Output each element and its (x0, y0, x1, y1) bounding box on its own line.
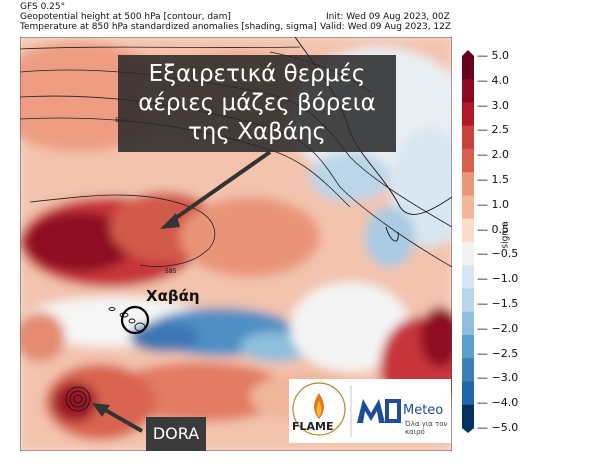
colorbar-tick-label: — −1.0 (477, 272, 519, 286)
colorbar (462, 50, 474, 433)
colorbar-segment (462, 265, 474, 289)
colorbar-segment (462, 358, 474, 382)
colorbar-tick-label: — −4.0 (477, 396, 519, 410)
colorbar-segment (462, 102, 474, 127)
colorbar-segment (462, 311, 474, 336)
colorbar-segment (462, 335, 474, 359)
colorbar-tick-label: — −1.5 (477, 297, 519, 310)
colorbar-segment (462, 288, 474, 313)
meteo-logo-icon (357, 399, 401, 423)
colorbar-segment (462, 79, 474, 103)
meteo-logo-text: Meteo (403, 403, 444, 418)
colorbar-tick-label: — −3.0 (477, 371, 519, 385)
meteo-slogan: Όλα για τον καιρό (405, 420, 448, 436)
colorbar-unit: sigma (500, 221, 511, 249)
callout-line-3: της Χαβάης (187, 119, 327, 145)
colorbar-segment (462, 218, 474, 243)
colorbar-segment (462, 242, 474, 266)
colorbar-tick-label: — −5.0 (477, 421, 519, 434)
colorbar-tick-label: — 0.5 (477, 222, 509, 236)
colorbar-extend-top (462, 50, 474, 56)
init-time: Init: Wed 09 Aug 2023, 00Z (326, 12, 450, 22)
colorbar-tick-label: — 2.0 (477, 148, 509, 162)
colorbar-segment (462, 56, 474, 80)
colorbar-segment (462, 172, 474, 196)
flame-seal-icon (292, 382, 346, 436)
logo-panel (289, 379, 451, 443)
dora-label: DORA (146, 417, 206, 451)
colorbar-segment (462, 381, 474, 406)
colorbar-tick-label: — 1.5 (477, 173, 509, 186)
colorbar-segment (462, 149, 474, 173)
colorbar-segment (462, 404, 474, 429)
callout-line-1: Εξαιρετικά θερμές (148, 61, 366, 87)
title-line-1: Geopotential height at 500 hPa [contour,… (20, 12, 231, 22)
model-label: GFS 0.25° (20, 2, 66, 12)
colorbar-tick-label: — 1.0 (477, 197, 509, 211)
colorbar-tick-label: — −0.5 (477, 247, 519, 261)
colorbar-tick-label: — 3.0 (477, 98, 509, 112)
colorbar-tick-label: — 5.0 (477, 49, 509, 62)
colorbar-segment (462, 125, 474, 150)
flame-logo-text: FLAME (292, 420, 334, 433)
title-line-2: Temperature at 850 hPa standardized anom… (20, 22, 317, 32)
callout-line-2: αέριες μάζες βόρεια (138, 90, 376, 116)
logo-graphics (292, 382, 401, 437)
colorbar-extend-bottom (462, 428, 474, 433)
annotation-callout: Εξαιρετικά θερμές αέριες μάζες βόρεια τη… (118, 55, 396, 152)
colorbar-tick-label: — −2.5 (477, 346, 519, 360)
havana-circle (120, 305, 150, 335)
havana-label: Χαβάη (146, 287, 200, 305)
contour-label-585: 585 (165, 268, 177, 275)
valid-time: Valid: Wed 09 Aug 2023, 12Z (320, 22, 452, 32)
colorbar-tick-label: — 2.5 (477, 123, 509, 137)
colorbar-tick-label: — 4.0 (477, 73, 509, 87)
colorbar-segment (462, 195, 474, 220)
colorbar-tick-label: — −2.0 (477, 321, 519, 335)
